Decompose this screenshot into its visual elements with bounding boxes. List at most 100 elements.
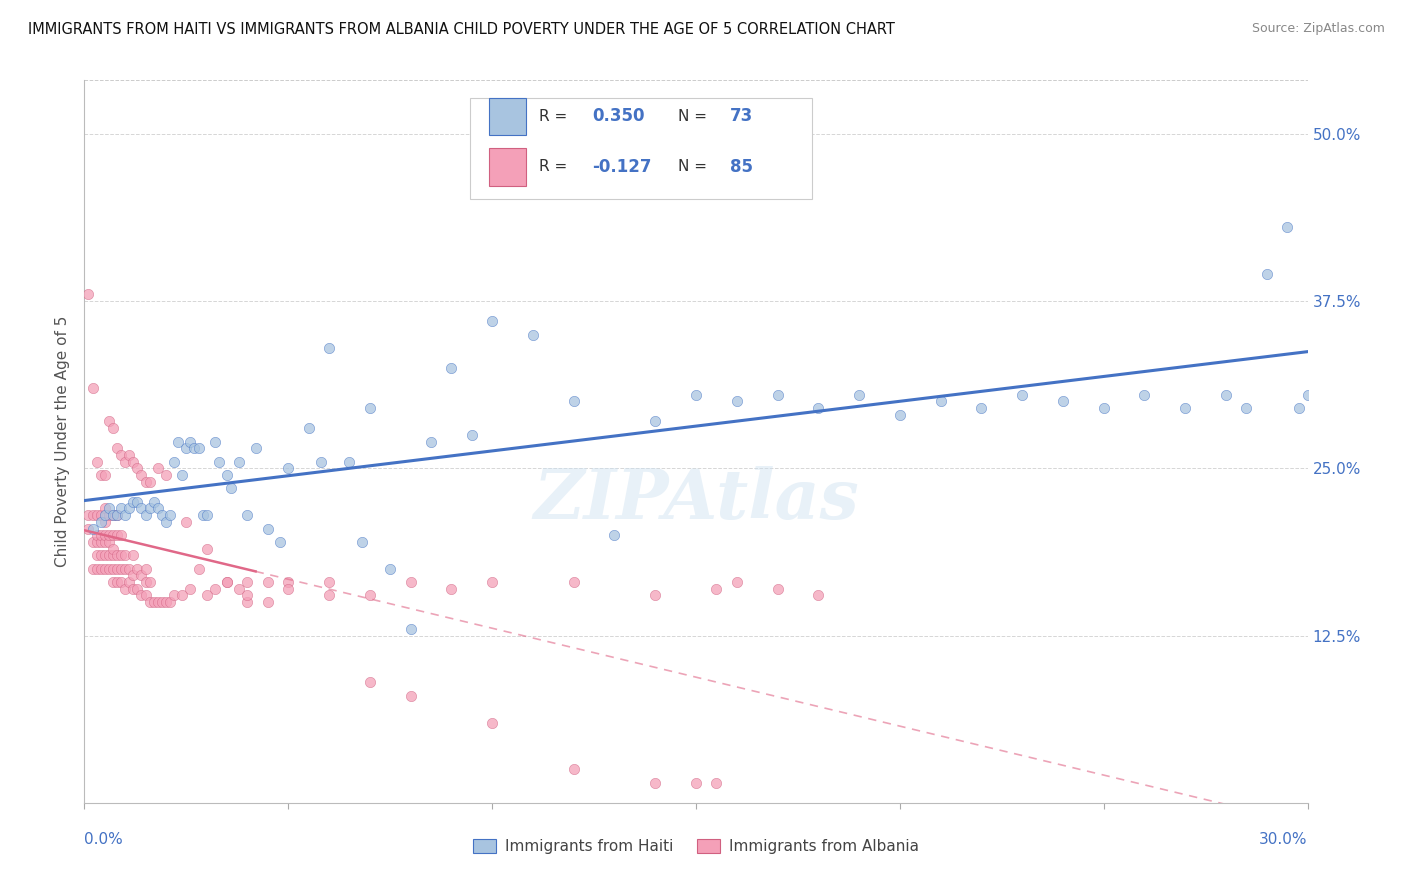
Point [93, 501, 115, 516]
Text: R =: R = [540, 109, 572, 124]
Point [159, 595, 181, 609]
Point [889, 408, 911, 422]
Point [217, 467, 239, 482]
Point [101, 421, 124, 435]
Point [481, 575, 503, 590]
Point [217, 575, 239, 590]
Point [110, 528, 132, 542]
Text: R =: R = [540, 160, 572, 175]
Point [187, 562, 209, 576]
Point [236, 589, 259, 603]
Point [131, 589, 153, 603]
Point [138, 501, 160, 516]
Point [105, 508, 128, 523]
Point [135, 562, 157, 576]
Point [77, 508, 100, 523]
Point [150, 595, 173, 609]
Point [138, 575, 160, 590]
Point [277, 582, 299, 596]
Point [110, 548, 132, 563]
Point [217, 575, 239, 590]
Point [174, 515, 197, 529]
Point [1277, 220, 1299, 235]
Point [179, 582, 201, 596]
Point [105, 508, 128, 523]
Point [174, 442, 197, 455]
Text: Source: ZipAtlas.com: Source: ZipAtlas.com [1251, 22, 1385, 36]
Point [277, 461, 299, 475]
Point [150, 508, 173, 523]
Point [127, 562, 149, 576]
Text: 85: 85 [730, 158, 754, 176]
Point [204, 434, 226, 449]
Point [399, 575, 422, 590]
Point [562, 394, 585, 409]
Point [706, 776, 728, 790]
Point [644, 414, 666, 429]
Point [93, 508, 115, 523]
Point [101, 562, 124, 576]
Point [86, 548, 108, 563]
Point [122, 568, 145, 582]
Point [461, 427, 484, 442]
Point [146, 501, 169, 516]
Point [380, 562, 402, 576]
Point [208, 455, 231, 469]
Point [685, 776, 707, 790]
Point [93, 548, 115, 563]
Point [93, 528, 115, 542]
Point [562, 762, 585, 776]
Point [1174, 401, 1197, 416]
Point [562, 575, 585, 590]
Point [236, 595, 259, 609]
Point [90, 562, 112, 576]
Text: -0.127: -0.127 [592, 158, 651, 176]
Point [685, 387, 707, 401]
Point [86, 562, 108, 576]
Point [135, 475, 157, 489]
Point [195, 541, 218, 556]
Point [131, 467, 153, 482]
Point [82, 562, 104, 576]
Point [97, 528, 120, 542]
Point [1236, 401, 1258, 416]
Point [159, 508, 181, 523]
Point [101, 508, 124, 523]
Point [82, 521, 104, 535]
FancyBboxPatch shape [489, 148, 526, 186]
Point [298, 421, 321, 435]
Text: N =: N = [678, 160, 711, 175]
Point [318, 589, 340, 603]
Point [90, 528, 112, 542]
Point [118, 575, 141, 590]
Point [127, 494, 149, 508]
Point [204, 582, 226, 596]
Point [138, 475, 160, 489]
Point [522, 327, 544, 342]
Point [191, 508, 214, 523]
Point [766, 582, 789, 596]
Point [135, 575, 157, 590]
Point [110, 575, 132, 590]
Point [1256, 268, 1278, 282]
Point [236, 575, 259, 590]
Point [179, 434, 201, 449]
Point [110, 562, 132, 576]
Point [90, 534, 112, 549]
Point [97, 414, 120, 429]
Point [90, 508, 112, 523]
Point [110, 501, 132, 516]
Point [167, 434, 190, 449]
Point [155, 595, 177, 609]
Point [93, 534, 115, 549]
Point [101, 508, 124, 523]
Point [228, 455, 250, 469]
FancyBboxPatch shape [470, 98, 813, 200]
Point [1215, 387, 1237, 401]
Point [105, 442, 128, 455]
Text: ZIPAtlas: ZIPAtlas [533, 466, 859, 533]
Point [1011, 387, 1033, 401]
Point [183, 442, 205, 455]
Point [101, 528, 124, 542]
Point [97, 534, 120, 549]
